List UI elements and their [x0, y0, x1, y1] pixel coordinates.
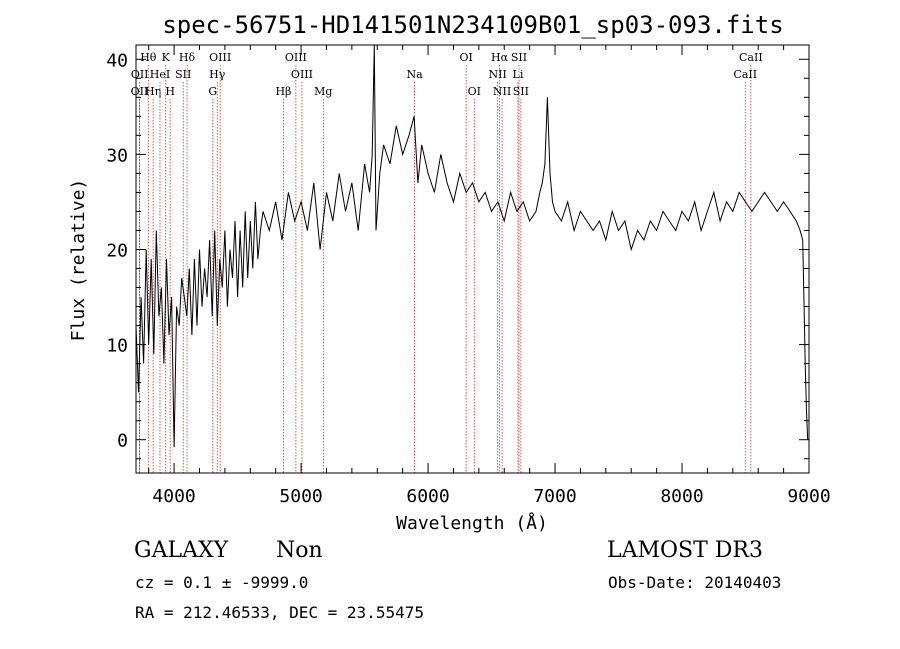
line-label-14: Hβ	[275, 85, 291, 98]
line-label-7: Hδ	[179, 51, 196, 64]
line-label-3: Hη	[145, 85, 161, 98]
line-label-20: NII	[488, 68, 506, 81]
line-label-18: OI	[468, 85, 481, 98]
radec-text: RA = 212.46533, DEC = 23.55475	[135, 603, 424, 622]
line-label-24: SII	[513, 85, 529, 98]
y-tick-label-1: 10	[106, 336, 128, 357]
axes: 4000 5000 6000 7000 8000 9000 0 10 20 30 40	[106, 45, 831, 507]
x-tick-label-0: 4000	[152, 486, 195, 507]
line-label-23: Li	[513, 68, 524, 81]
line-label-12: OIII	[285, 51, 307, 64]
line-label-5: K	[162, 51, 171, 64]
line-label-2: Hθ	[140, 51, 157, 64]
line-label-22: SII	[511, 51, 527, 64]
y-tick-label-3: 30	[106, 145, 128, 166]
x-axis-label: Wavelength (Å)	[396, 512, 548, 534]
line-label-25: CaII	[739, 51, 763, 64]
y-tick-label-4: 40	[106, 50, 128, 71]
line-label-6: H	[165, 85, 175, 98]
line-label-11: G	[208, 85, 217, 98]
spectrum-line	[135, 44, 809, 448]
line-label-15: Mg	[314, 85, 332, 98]
plot-frame	[135, 44, 810, 474]
line-label-26: CaII	[733, 68, 757, 81]
line-label-19: Hα	[491, 51, 509, 64]
object-subclass: Non	[276, 538, 323, 563]
x-tick-label-2: 6000	[406, 486, 449, 507]
line-label-4: HeI	[150, 68, 170, 81]
x-tick-label-4: 8000	[660, 486, 703, 507]
obs-date: Obs-Date: 20140403	[608, 573, 782, 592]
line-label-8: SII	[175, 68, 191, 81]
redshift-text: cz = 0.1 ± -9999.0	[135, 573, 309, 592]
chart-title: spec-56751-HD141501N234109B01_sp03-093.f…	[162, 11, 783, 39]
line-label-10: Hγ	[209, 68, 226, 81]
line-label-16: Na	[407, 68, 424, 81]
y-tick-label-2: 20	[106, 240, 128, 261]
line-label-1: OII	[131, 68, 149, 81]
survey-label: LAMOST DR3	[607, 538, 763, 563]
object-class: GALAXY	[134, 538, 229, 563]
line-label-13: OIII	[291, 68, 313, 81]
x-tick-label-1: 5000	[279, 486, 322, 507]
x-tick-label-3: 7000	[533, 486, 576, 507]
y-axis-label: Flux (relative)	[68, 179, 89, 342]
x-tick-label-5: 9000	[787, 486, 830, 507]
line-label-21: NII	[493, 85, 511, 98]
y-tick-label-0: 0	[117, 431, 128, 452]
line-label-17: OI	[459, 51, 472, 64]
line-label-9: OIII	[209, 51, 231, 64]
